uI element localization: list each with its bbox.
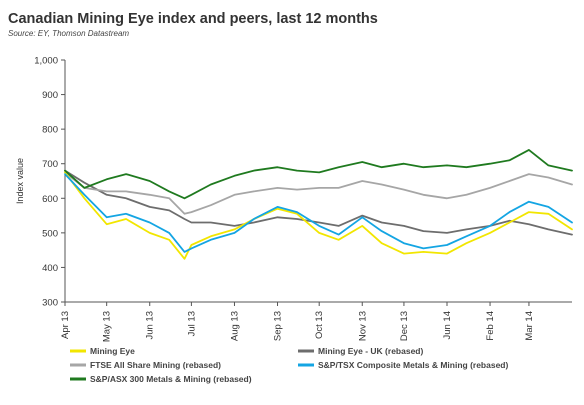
legend-label: S&P/TSX Composite Metals & Mining (rebas…	[318, 360, 509, 370]
y-axis-label: Index value	[15, 158, 25, 204]
y-tick-label: 300	[42, 298, 58, 309]
chart-title: Canadian Mining Eye index and peers, las…	[8, 11, 378, 27]
x-tick-label: Oct 13	[314, 311, 325, 339]
x-tick-label: Nov 13	[357, 311, 368, 341]
y-tick-label: 400	[42, 263, 58, 274]
series-line-2	[64, 171, 573, 215]
legend-label: Mining Eye - UK (rebased)	[318, 346, 423, 356]
x-tick-label: Aug 13	[229, 311, 240, 341]
y-tick-label: 700	[42, 159, 58, 170]
chart-source: Source: EY, Thomson Datastream	[8, 29, 130, 38]
series-line-1	[64, 169, 573, 236]
chart-axes: 1,000 900 800 700 600 500 400 300 Index value Apr…	[15, 56, 572, 342]
y-tick-label: 1,000	[34, 56, 58, 67]
legend-label: S&P/ASX 300 Metals & Mining (rebased)	[90, 374, 252, 384]
y-tick-label: 500	[42, 228, 58, 239]
series-lines	[64, 148, 573, 260]
chart-legend: Mining Eye Mining Eye - UK (rebased) FTSE …	[70, 346, 509, 384]
series-line-0	[64, 171, 573, 260]
series-line-4	[64, 148, 573, 200]
x-tick-label: Sep 13	[273, 311, 284, 341]
x-tick-label: Jun 13	[145, 311, 156, 340]
y-tick-label: 900	[42, 90, 58, 101]
x-tick-label: May 13	[102, 311, 113, 342]
x-tick-label: Jul 13	[186, 311, 197, 336]
x-tick-label: Mar 14	[524, 311, 535, 341]
legend-label: Mining Eye	[90, 346, 135, 356]
x-tick-label: Apr 13	[60, 311, 71, 339]
series-line-3	[64, 173, 573, 253]
x-tick-label: Jun 14	[442, 311, 453, 340]
x-tick-label: Feb 14	[485, 311, 496, 341]
legend-label: FTSE All Share Mining (rebased)	[90, 360, 221, 370]
y-tick-label: 600	[42, 194, 58, 205]
y-tick-label: 800	[42, 125, 58, 136]
x-tick-label: Dec 13	[399, 311, 410, 341]
